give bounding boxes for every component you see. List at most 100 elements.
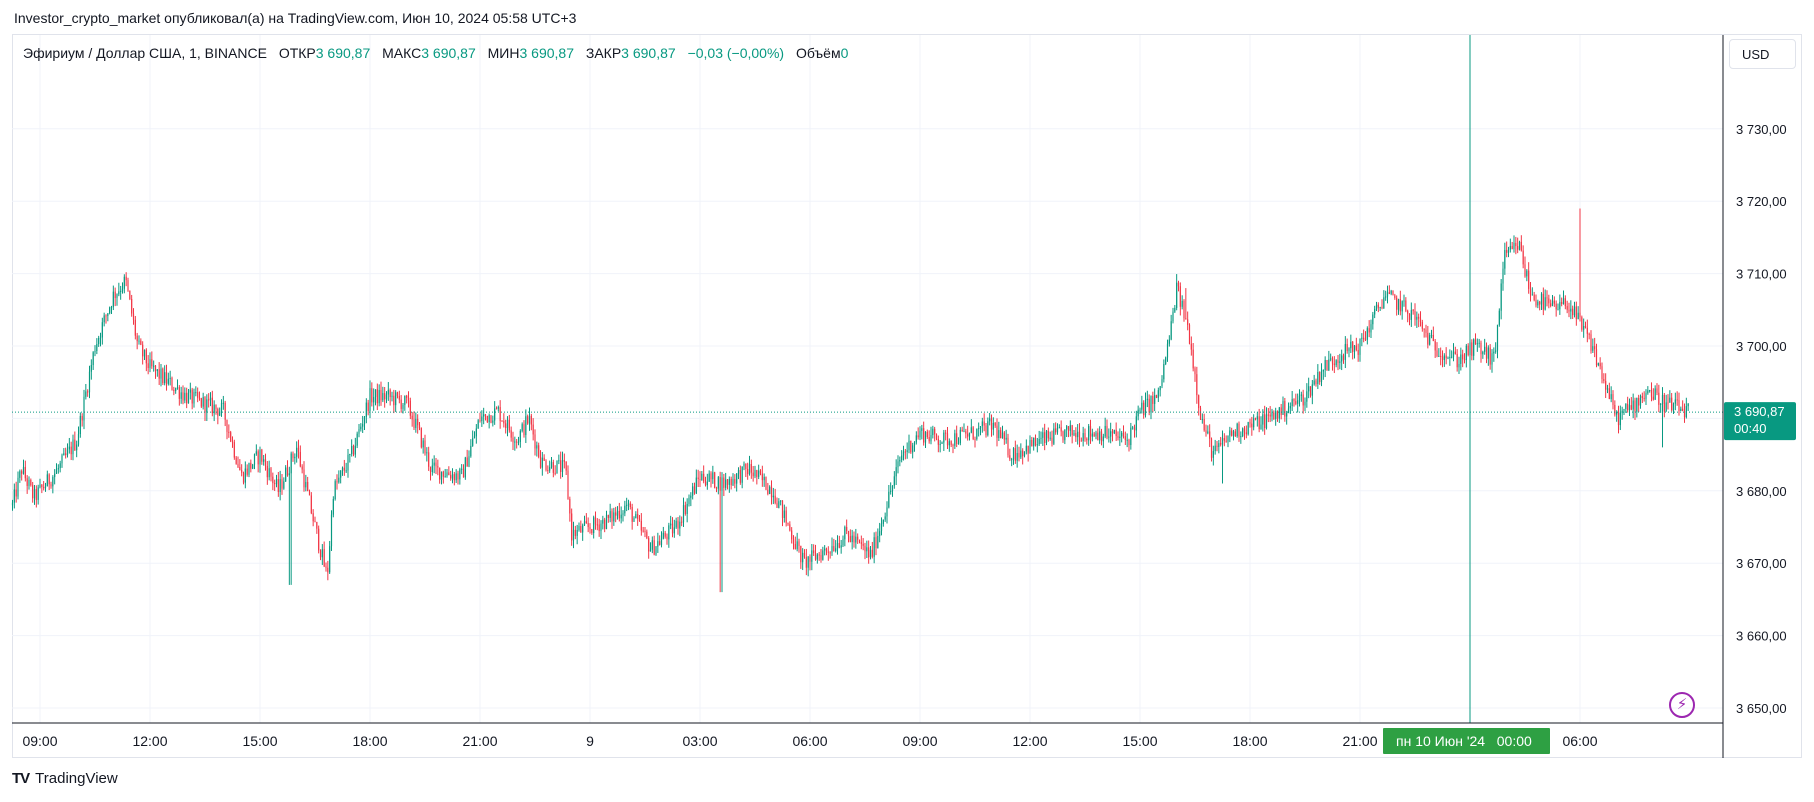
candle-body bbox=[228, 431, 230, 433]
candle-body bbox=[1020, 450, 1022, 458]
candle-body bbox=[1449, 356, 1451, 358]
candle-body bbox=[798, 541, 800, 546]
candle-body bbox=[855, 536, 857, 543]
price-tick-label: 3 700,00 bbox=[1736, 339, 1787, 354]
candle-body bbox=[919, 430, 921, 438]
candle-body bbox=[1392, 290, 1394, 296]
candle-body bbox=[209, 397, 212, 401]
candle-body bbox=[609, 511, 611, 518]
candle-body bbox=[362, 424, 364, 427]
tradingview-logo[interactable]: TV TradingView bbox=[12, 770, 118, 787]
candle-body bbox=[1379, 307, 1381, 309]
candle-body bbox=[1187, 319, 1189, 325]
candle-body bbox=[1529, 288, 1532, 295]
candle-body bbox=[1100, 431, 1103, 442]
candle-body bbox=[1077, 431, 1079, 438]
candle-body bbox=[829, 552, 831, 554]
candle-body bbox=[44, 486, 47, 489]
candle-body bbox=[475, 428, 477, 437]
candle-body bbox=[87, 391, 89, 393]
candle-body bbox=[945, 432, 947, 434]
candle-body bbox=[1513, 242, 1515, 250]
close-value: 3 690,87 bbox=[621, 45, 676, 61]
candle-body bbox=[989, 418, 991, 422]
candle-body bbox=[851, 535, 853, 543]
candle-body bbox=[1474, 339, 1477, 345]
candle-body bbox=[1518, 241, 1521, 250]
candle-body bbox=[1418, 316, 1420, 319]
candle-body bbox=[277, 479, 279, 493]
candle-body bbox=[591, 529, 593, 534]
candle-body bbox=[688, 497, 690, 504]
candle-body bbox=[477, 420, 479, 429]
candle-body bbox=[461, 468, 463, 470]
candle-body bbox=[653, 540, 655, 555]
crosshair-time-value: пн 10 Июн '24 00:00 bbox=[1396, 733, 1532, 749]
candle-body bbox=[149, 359, 151, 369]
candle-body bbox=[1287, 408, 1290, 414]
candle-body bbox=[1649, 390, 1651, 392]
candle-body bbox=[787, 522, 789, 525]
candle-body bbox=[1304, 401, 1306, 406]
candle-body bbox=[756, 470, 758, 477]
candle-body bbox=[1126, 439, 1128, 441]
currency-button[interactable]: USD bbox=[1729, 39, 1796, 69]
candle-body bbox=[1436, 350, 1438, 357]
symbol-name[interactable]: Эфириум / Доллар США, 1, BINANCE bbox=[23, 45, 267, 61]
candle-body bbox=[897, 461, 899, 468]
candle-body bbox=[693, 486, 696, 494]
candle-body bbox=[791, 530, 793, 540]
candle-body bbox=[1557, 309, 1559, 311]
candle-body bbox=[1572, 308, 1574, 316]
candle-body bbox=[860, 542, 862, 544]
candle-body bbox=[1220, 443, 1222, 445]
candle-body bbox=[967, 433, 969, 437]
candle-body bbox=[114, 291, 116, 299]
candle-body bbox=[695, 477, 697, 494]
candle-body bbox=[532, 424, 534, 435]
candle-body bbox=[928, 436, 930, 442]
candle-body bbox=[332, 499, 334, 515]
candle-body bbox=[1012, 448, 1015, 460]
candle-body bbox=[352, 445, 355, 455]
candle-body bbox=[578, 526, 580, 530]
candle-body bbox=[459, 469, 461, 480]
lightning-icon[interactable]: ⚡ bbox=[1669, 692, 1695, 718]
candle-body bbox=[1434, 341, 1436, 351]
candle-body bbox=[1375, 304, 1378, 310]
candle-body bbox=[1333, 363, 1335, 366]
candle-body bbox=[1353, 345, 1356, 352]
candle-body bbox=[580, 526, 582, 533]
candle-body bbox=[550, 462, 553, 468]
candle-body bbox=[657, 541, 659, 547]
candle-body bbox=[479, 420, 481, 422]
candle-body bbox=[774, 495, 776, 504]
candle-body bbox=[217, 408, 219, 416]
candle-body bbox=[1522, 250, 1524, 265]
candle-body bbox=[310, 495, 312, 514]
candle-body bbox=[560, 460, 562, 472]
candle-body bbox=[1562, 298, 1565, 305]
candle-body bbox=[904, 451, 906, 453]
candle-body bbox=[512, 437, 514, 443]
candle-body bbox=[846, 527, 848, 531]
low-value: 3 690,87 bbox=[519, 45, 574, 61]
candle-body bbox=[1478, 342, 1480, 344]
candle-body bbox=[118, 291, 120, 295]
candle-body bbox=[1023, 451, 1026, 457]
candle-body bbox=[19, 471, 21, 478]
candle-body bbox=[1374, 309, 1376, 315]
candle-body bbox=[307, 481, 309, 491]
candle-body bbox=[1135, 416, 1137, 431]
candle-body bbox=[35, 489, 37, 500]
candle-body bbox=[1372, 314, 1374, 325]
candle-body bbox=[360, 426, 362, 430]
candle-body bbox=[1203, 419, 1205, 431]
candle-body bbox=[917, 435, 919, 438]
candle-body bbox=[1425, 329, 1427, 333]
candle-body bbox=[939, 443, 941, 445]
candle-body bbox=[534, 434, 536, 449]
candle-body bbox=[593, 517, 595, 534]
candle-body bbox=[92, 352, 94, 366]
